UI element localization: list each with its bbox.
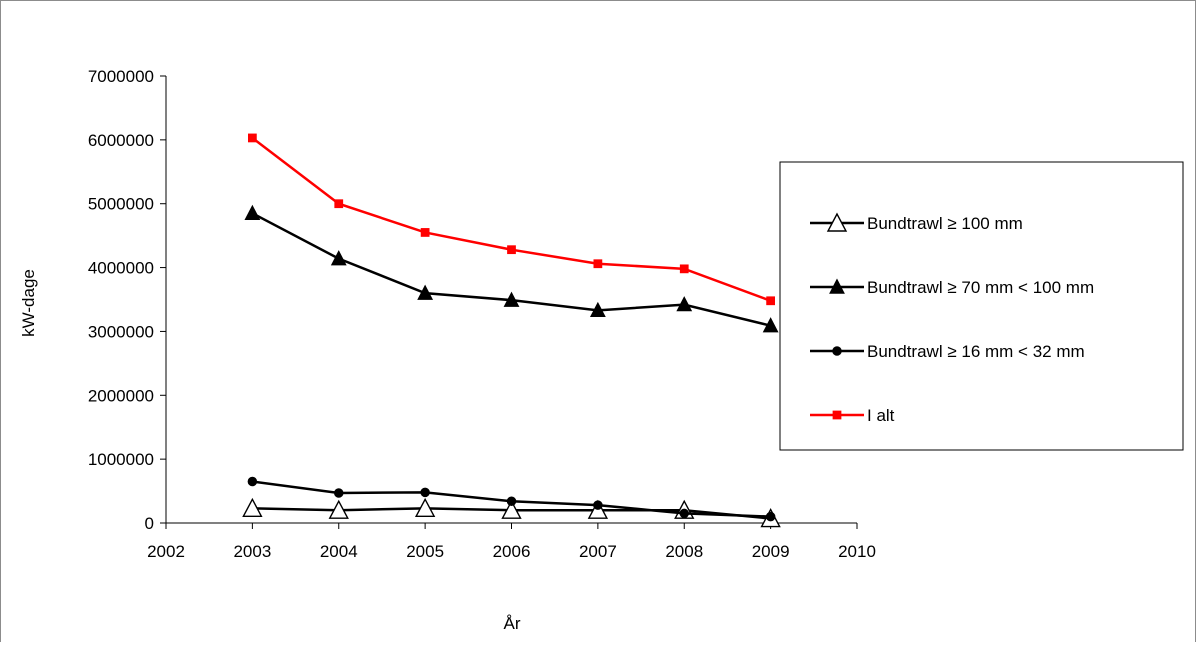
data-point: [506, 496, 517, 507]
y-tick-label: 7000000: [88, 67, 154, 86]
data-point: [507, 245, 516, 255]
data-point: [676, 296, 693, 312]
data-point: [593, 259, 603, 269]
data-point: [247, 476, 258, 487]
x-tick-label: 2005: [406, 542, 444, 561]
legend-label: I alt: [867, 406, 895, 425]
data-point: [679, 508, 689, 519]
x-tick-label: 2009: [752, 542, 790, 561]
data-point: [328, 499, 349, 519]
y-tick-label: 1000000: [88, 450, 154, 469]
legend-marker: [829, 278, 845, 294]
y-tick-label: 2000000: [88, 386, 154, 405]
legend-label: Bundtrawl ≥ 100 mm: [867, 214, 1023, 233]
legend-marker: [832, 410, 842, 420]
data-point: [248, 133, 257, 143]
series-1: [244, 204, 779, 333]
data-point: [503, 291, 520, 307]
x-tick-label: 2002: [147, 542, 185, 561]
legend-label: Bundtrawl ≥ 70 mm < 100 mm: [867, 278, 1094, 297]
legend-entry: I alt: [810, 406, 895, 425]
x-tick-label: 2007: [579, 542, 617, 561]
y-tick-label: 4000000: [88, 259, 154, 278]
data-point: [417, 284, 434, 300]
legend-entry: Bundtrawl ≥ 16 mm < 32 mm: [810, 342, 1085, 361]
legend-marker: [832, 346, 842, 356]
x-axis-label: År: [504, 614, 521, 633]
x-tick-label: 2010: [838, 542, 876, 561]
legend: Bundtrawl ≥ 100 mm Bundtrawl ≥ 70 mm < 10…: [779, 161, 1184, 451]
x-tick-label: 2004: [320, 542, 358, 561]
legend-marker: [826, 212, 848, 232]
y-tick-label: 5000000: [88, 195, 154, 214]
legend-box: [779, 161, 1184, 451]
data-point: [242, 497, 263, 518]
data-point: [244, 204, 261, 220]
x-tick-label: 2006: [493, 542, 531, 561]
data-point: [766, 296, 775, 306]
legend-entry: Bundtrawl ≥ 100 mm: [810, 212, 1023, 233]
legend-entry: Bundtrawl ≥ 70 mm < 100 mm: [810, 278, 1094, 297]
y-axis-label: kW-dage: [19, 269, 38, 337]
data-point: [501, 499, 522, 519]
y-tick-label: 0: [145, 514, 154, 533]
x-tick-label: 2008: [665, 542, 703, 561]
data-point: [589, 301, 606, 318]
series-2: [247, 476, 776, 522]
y-tick-label: 6000000: [88, 131, 154, 150]
y-tick-label: 3000000: [88, 322, 154, 341]
data-point: [334, 488, 344, 498]
x-tick-label: 2003: [233, 542, 271, 561]
plot-series: [242, 133, 781, 528]
data-point: [420, 228, 430, 237]
data-point: [593, 500, 603, 510]
data-point: [765, 511, 776, 522]
series-3: [248, 133, 775, 306]
data-point: [679, 264, 689, 274]
axes: 0 1000000 2000000 3000000 4000000 5000000 6000…: [88, 67, 876, 561]
data-point: [414, 497, 436, 518]
data-point: [762, 317, 779, 333]
data-point: [334, 199, 344, 209]
data-point: [330, 250, 347, 266]
legend-label: Bundtrawl ≥ 16 mm < 32 mm: [867, 342, 1085, 361]
data-point: [420, 487, 430, 498]
